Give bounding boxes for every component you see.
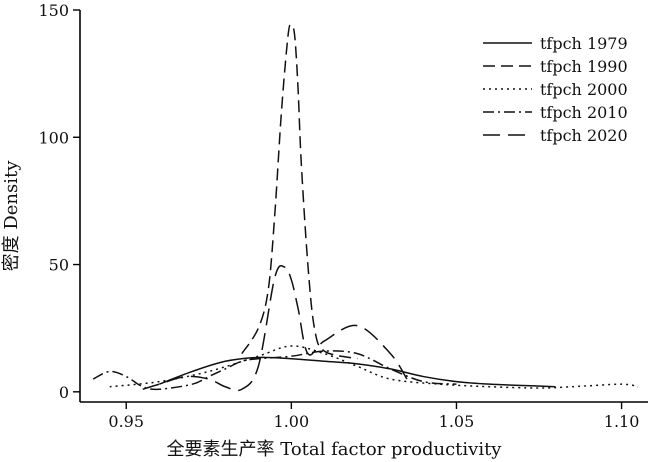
series-line-tfpch-1979 <box>158 356 556 388</box>
y-tick-label: 100 <box>38 128 69 147</box>
y-tick-label: 0 <box>59 383 69 402</box>
series-lines <box>92 23 639 392</box>
x-tick-label: 1.00 <box>274 412 310 431</box>
legend-label: tfpch 2000 <box>540 80 628 99</box>
axes <box>79 10 648 403</box>
series-line-tfpch-2010 <box>92 350 457 391</box>
legend-label: tfpch 2010 <box>540 103 628 122</box>
legend-label: tfpch 2020 <box>540 126 628 145</box>
x-tick-label: 0.95 <box>108 412 144 431</box>
legend-label: tfpch 1990 <box>540 57 628 76</box>
ticks: 0 50 100 150 0.95 1.00 1.05 1.10 <box>38 1 639 431</box>
legend: tfpch 1979 tfpch 1990 tfpch 2000 tfpch 2010… <box>483 34 628 145</box>
y-axis-label: 密度 Density <box>1 160 22 272</box>
legend-label: tfpch 1979 <box>540 34 628 53</box>
series-line-tfpch-2020 <box>142 265 408 392</box>
x-tick-label: 1.05 <box>439 412 475 431</box>
y-tick-label: 150 <box>38 1 69 20</box>
y-tick-label: 50 <box>49 256 69 275</box>
x-axis-label: 全要素生产率 Total factor productivity <box>167 439 503 460</box>
x-tick-label: 1.10 <box>604 412 640 431</box>
